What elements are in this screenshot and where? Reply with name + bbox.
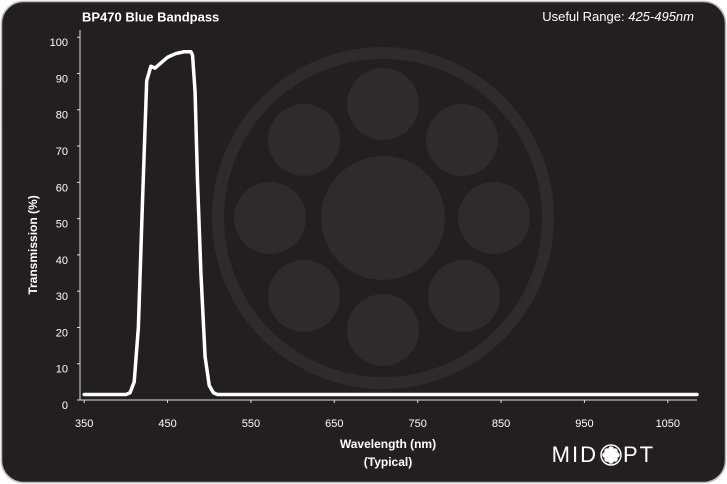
subtitle-label: Useful Range:: [542, 9, 624, 24]
brand-right: PT: [623, 442, 655, 467]
subtitle-value: 425-495nm: [628, 9, 694, 24]
y-tick-label: 10: [56, 364, 68, 376]
x-tick-label: 1050: [656, 418, 680, 430]
y-axis-title: Transmission (%): [26, 195, 40, 294]
y-tick-label: 70: [56, 146, 68, 158]
chart-title: BP470 Blue Bandpass: [82, 9, 219, 24]
y-tick-label: 90: [56, 73, 68, 85]
transmission-line: [82, 50, 699, 397]
subtitle: Useful Range: 425-495nm: [542, 9, 694, 24]
y-tick-label: 100: [50, 37, 68, 49]
x-tick-label: 750: [409, 418, 427, 430]
x-tick-label: 650: [325, 418, 343, 430]
y-tick-label: 80: [56, 110, 68, 122]
y-tick-label: 0: [62, 400, 68, 412]
brand-left: MID: [552, 442, 598, 467]
y-tick-label: 40: [56, 255, 68, 267]
x-axis-note: (Typical): [364, 455, 412, 469]
brand-icon: [600, 444, 622, 466]
x-tick-label: 550: [242, 418, 260, 430]
x-tick-label: 950: [575, 418, 593, 430]
x-axis-title: Wavelength (nm): [340, 437, 436, 451]
y-tick-label: 30: [56, 291, 68, 303]
x-tick-label: 450: [158, 418, 176, 430]
brand: MID PT: [552, 442, 655, 467]
x-tick-label: 850: [492, 418, 510, 430]
x-tick-label: 350: [75, 418, 93, 430]
y-tick-label: 50: [56, 219, 68, 231]
y-tick-label: 20: [56, 327, 68, 339]
watermark: [212, 47, 554, 389]
y-tick-label: 60: [56, 182, 68, 194]
